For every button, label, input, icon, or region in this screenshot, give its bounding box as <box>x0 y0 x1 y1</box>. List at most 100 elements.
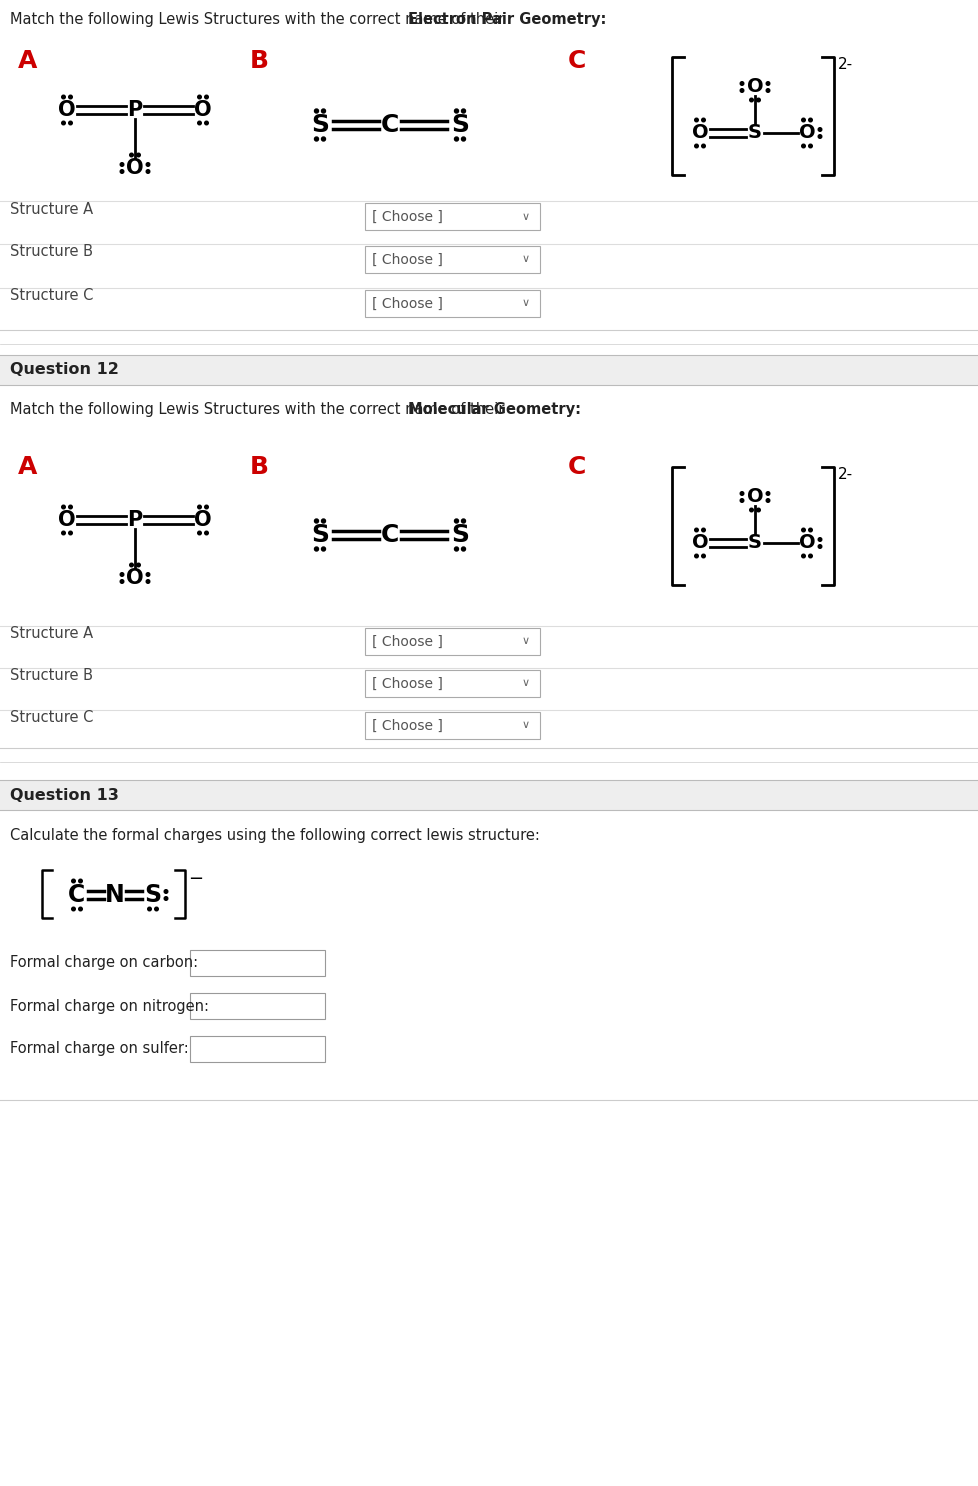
Circle shape <box>314 137 318 141</box>
Circle shape <box>808 528 812 532</box>
Circle shape <box>321 519 325 523</box>
Text: S: S <box>311 113 329 137</box>
Text: ∨: ∨ <box>521 211 529 221</box>
Circle shape <box>314 108 318 113</box>
Text: O: O <box>194 100 211 120</box>
Circle shape <box>68 531 72 535</box>
Bar <box>365 290 540 317</box>
Text: B: B <box>249 49 269 73</box>
Circle shape <box>461 108 465 113</box>
Circle shape <box>321 547 325 551</box>
Circle shape <box>818 128 821 131</box>
Circle shape <box>801 144 805 147</box>
Text: O: O <box>691 533 708 553</box>
Circle shape <box>701 119 704 122</box>
Text: Structure B: Structure B <box>10 245 93 260</box>
Text: O: O <box>194 510 211 531</box>
Circle shape <box>766 492 769 495</box>
Circle shape <box>78 880 82 883</box>
Bar <box>190 993 325 1019</box>
Text: C: C <box>567 49 586 73</box>
Text: [ Choose ]: [ Choose ] <box>372 635 442 648</box>
Circle shape <box>62 531 66 535</box>
Text: Structure B: Structure B <box>10 669 93 684</box>
Circle shape <box>808 554 812 557</box>
Circle shape <box>749 508 752 511</box>
Circle shape <box>164 896 167 901</box>
Text: O: O <box>691 123 708 143</box>
Circle shape <box>801 554 805 557</box>
Circle shape <box>818 545 821 548</box>
Circle shape <box>694 554 697 557</box>
Bar <box>0 780 978 810</box>
Text: ∨: ∨ <box>521 679 529 688</box>
Circle shape <box>155 906 158 911</box>
Circle shape <box>146 169 150 174</box>
Circle shape <box>129 153 133 158</box>
Text: Formal charge on sulfer:: Formal charge on sulfer: <box>10 1042 189 1057</box>
Circle shape <box>454 547 458 551</box>
Circle shape <box>198 505 201 508</box>
Circle shape <box>120 580 123 584</box>
Text: [ Choose ]: [ Choose ] <box>372 719 442 733</box>
Circle shape <box>701 554 704 557</box>
Circle shape <box>739 82 743 85</box>
Circle shape <box>461 519 465 523</box>
Circle shape <box>164 890 167 893</box>
Text: A: A <box>18 455 37 478</box>
Bar <box>190 1036 325 1062</box>
Text: S: S <box>451 113 468 137</box>
Text: S: S <box>451 523 468 547</box>
Circle shape <box>694 528 697 532</box>
Circle shape <box>461 137 465 141</box>
Circle shape <box>321 108 325 113</box>
Circle shape <box>314 519 318 523</box>
Text: N: N <box>105 883 125 906</box>
Text: O: O <box>58 510 75 531</box>
Circle shape <box>454 108 458 113</box>
Circle shape <box>204 531 208 535</box>
Circle shape <box>68 505 72 508</box>
Text: Match the following Lewis Structures with the correct name of their: Match the following Lewis Structures wit… <box>10 403 509 418</box>
Circle shape <box>137 153 140 158</box>
Text: C: C <box>567 455 586 478</box>
Circle shape <box>454 519 458 523</box>
Circle shape <box>756 508 760 511</box>
Text: P: P <box>127 100 143 120</box>
Circle shape <box>198 95 201 98</box>
Text: Electron Pair Geometry:: Electron Pair Geometry: <box>408 12 605 27</box>
Text: P: P <box>127 510 143 531</box>
Circle shape <box>71 880 75 883</box>
Circle shape <box>204 95 208 98</box>
Circle shape <box>78 906 82 911</box>
Circle shape <box>818 135 821 138</box>
Circle shape <box>801 119 805 122</box>
Text: Question 12: Question 12 <box>10 363 118 377</box>
Circle shape <box>129 563 133 566</box>
Text: O: O <box>746 77 763 97</box>
Circle shape <box>120 169 123 174</box>
Bar <box>0 355 978 385</box>
Text: O: O <box>58 100 75 120</box>
Text: O: O <box>798 123 815 143</box>
Circle shape <box>766 82 769 85</box>
Circle shape <box>314 547 318 551</box>
Circle shape <box>198 122 201 125</box>
Circle shape <box>694 144 697 147</box>
Circle shape <box>801 528 805 532</box>
Circle shape <box>701 528 704 532</box>
Circle shape <box>62 505 66 508</box>
Circle shape <box>808 144 812 147</box>
Circle shape <box>818 538 821 541</box>
Text: [ Choose ]: [ Choose ] <box>372 676 442 691</box>
Circle shape <box>739 89 743 92</box>
Circle shape <box>62 122 66 125</box>
Text: ∨: ∨ <box>521 254 529 265</box>
Text: O: O <box>126 568 144 588</box>
Circle shape <box>137 563 140 566</box>
Bar <box>365 712 540 739</box>
Circle shape <box>120 572 123 577</box>
Circle shape <box>146 572 150 577</box>
Text: C: C <box>380 113 399 137</box>
Text: S: S <box>747 533 761 553</box>
